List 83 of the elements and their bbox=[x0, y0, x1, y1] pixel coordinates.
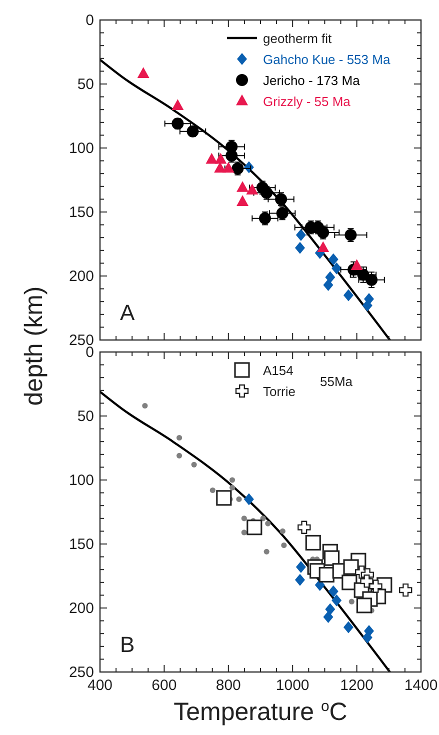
point bbox=[264, 548, 270, 554]
point bbox=[142, 402, 148, 409]
point bbox=[191, 462, 197, 468]
x-tick-label: 800 bbox=[216, 677, 241, 694]
point bbox=[206, 152, 218, 164]
x-tick-label: 1400 bbox=[404, 677, 438, 694]
point bbox=[176, 434, 182, 441]
point bbox=[323, 610, 334, 623]
point bbox=[366, 274, 378, 286]
point bbox=[236, 195, 249, 206]
point bbox=[298, 520, 311, 534]
point bbox=[323, 278, 334, 291]
point bbox=[317, 241, 330, 252]
legend-label: geotherm fit bbox=[263, 31, 332, 46]
point bbox=[246, 184, 258, 194]
point bbox=[265, 520, 271, 526]
point bbox=[328, 253, 338, 266]
point bbox=[328, 585, 338, 598]
point bbox=[236, 496, 242, 502]
point bbox=[398, 583, 412, 597]
y-tick-label: 200 bbox=[68, 600, 94, 617]
point bbox=[246, 520, 262, 536]
point bbox=[280, 528, 286, 534]
y-tick-label: 200 bbox=[68, 268, 94, 285]
y-tick-label: 0 bbox=[86, 344, 94, 361]
annotation: 55Ma bbox=[320, 374, 354, 389]
annotation: B bbox=[120, 632, 135, 657]
point bbox=[281, 542, 287, 548]
point bbox=[332, 262, 342, 274]
point bbox=[332, 594, 342, 606]
point bbox=[344, 229, 357, 242]
y-tick-label: 100 bbox=[68, 472, 94, 489]
legend-label: A154 bbox=[263, 363, 294, 378]
point bbox=[214, 152, 227, 164]
point bbox=[244, 493, 254, 506]
point bbox=[176, 452, 182, 458]
y-axis-title: depth (km) bbox=[20, 286, 48, 406]
point bbox=[356, 598, 372, 614]
x-tick-label: 600 bbox=[152, 677, 177, 694]
legend-label: Torrie bbox=[263, 384, 296, 399]
point bbox=[229, 484, 236, 490]
point bbox=[343, 559, 359, 575]
point bbox=[296, 229, 306, 242]
point bbox=[236, 181, 249, 192]
point bbox=[324, 550, 340, 566]
annotation: A bbox=[120, 300, 135, 325]
y-tick-label: 150 bbox=[68, 204, 94, 221]
y-tick-label: 50 bbox=[77, 76, 94, 93]
point bbox=[294, 574, 305, 586]
y-tick-label: 100 bbox=[68, 140, 94, 157]
point bbox=[241, 530, 247, 536]
point bbox=[172, 99, 184, 110]
point bbox=[294, 242, 305, 254]
point bbox=[318, 566, 334, 583]
x-tick-label: 1000 bbox=[276, 677, 310, 694]
point bbox=[258, 212, 271, 224]
y-tick-label: 50 bbox=[77, 408, 94, 425]
point bbox=[348, 598, 354, 604]
legend-label: Jericho - 173 Ma bbox=[263, 73, 361, 88]
point bbox=[350, 259, 363, 270]
point bbox=[360, 574, 374, 588]
x-axis-title: Temperature $^{o}$C bbox=[174, 698, 348, 726]
legend-label: Grizzly - 55 Ma bbox=[263, 94, 352, 109]
point bbox=[343, 289, 354, 302]
y-tick-label: 0 bbox=[86, 12, 94, 29]
point bbox=[229, 477, 236, 483]
point bbox=[222, 162, 234, 173]
x-tick-label: 1200 bbox=[340, 677, 374, 694]
point bbox=[137, 67, 150, 78]
point bbox=[232, 162, 244, 174]
point bbox=[210, 487, 216, 494]
point bbox=[369, 580, 382, 593]
point bbox=[317, 226, 330, 238]
legend-label: Gahcho Kue - 553 Ma bbox=[263, 52, 391, 67]
point bbox=[241, 516, 247, 522]
point bbox=[305, 534, 321, 551]
y-tick-label: 150 bbox=[68, 536, 94, 553]
point bbox=[342, 574, 358, 590]
point bbox=[343, 621, 354, 634]
point bbox=[226, 150, 238, 162]
point bbox=[216, 490, 232, 506]
point bbox=[296, 561, 306, 574]
point bbox=[260, 516, 266, 522]
